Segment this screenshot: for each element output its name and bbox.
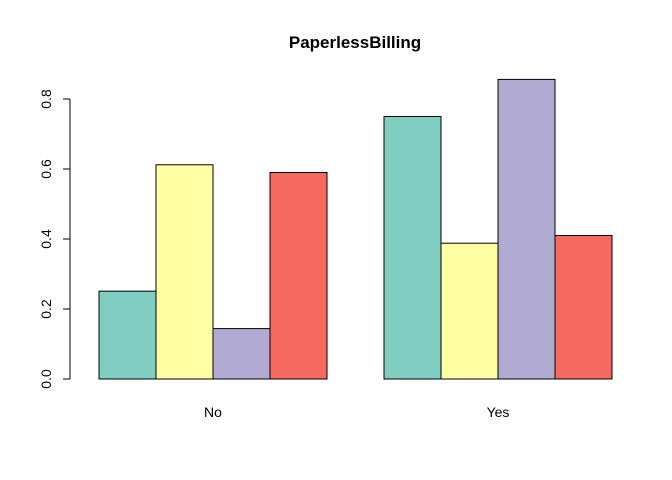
chart-title: PaperlessBilling — [289, 33, 421, 52]
bar-no-1 — [98, 290, 157, 380]
bar-yes-3 — [497, 78, 556, 380]
bar-yes-4 — [554, 235, 613, 380]
bar-no-3 — [212, 328, 271, 380]
y-tick-label: 0.4 — [38, 229, 54, 249]
y-axis: 0.0 0.2 0.4 0.6 0.8 — [38, 89, 71, 389]
bar-no-2 — [155, 164, 214, 380]
bar-yes-2 — [440, 242, 499, 380]
bar-yes-1 — [383, 116, 442, 380]
y-tick-label: 0.6 — [38, 159, 54, 179]
y-tick-label: 0.0 — [38, 369, 54, 389]
bar-no-4 — [269, 172, 328, 380]
category-label: No — [204, 404, 222, 420]
y-tick-label: 0.2 — [38, 299, 54, 319]
y-tick-label: 0.8 — [38, 89, 54, 109]
x-axis-labels: No Yes — [204, 404, 509, 420]
category-label: Yes — [487, 404, 510, 420]
bars — [98, 78, 613, 380]
